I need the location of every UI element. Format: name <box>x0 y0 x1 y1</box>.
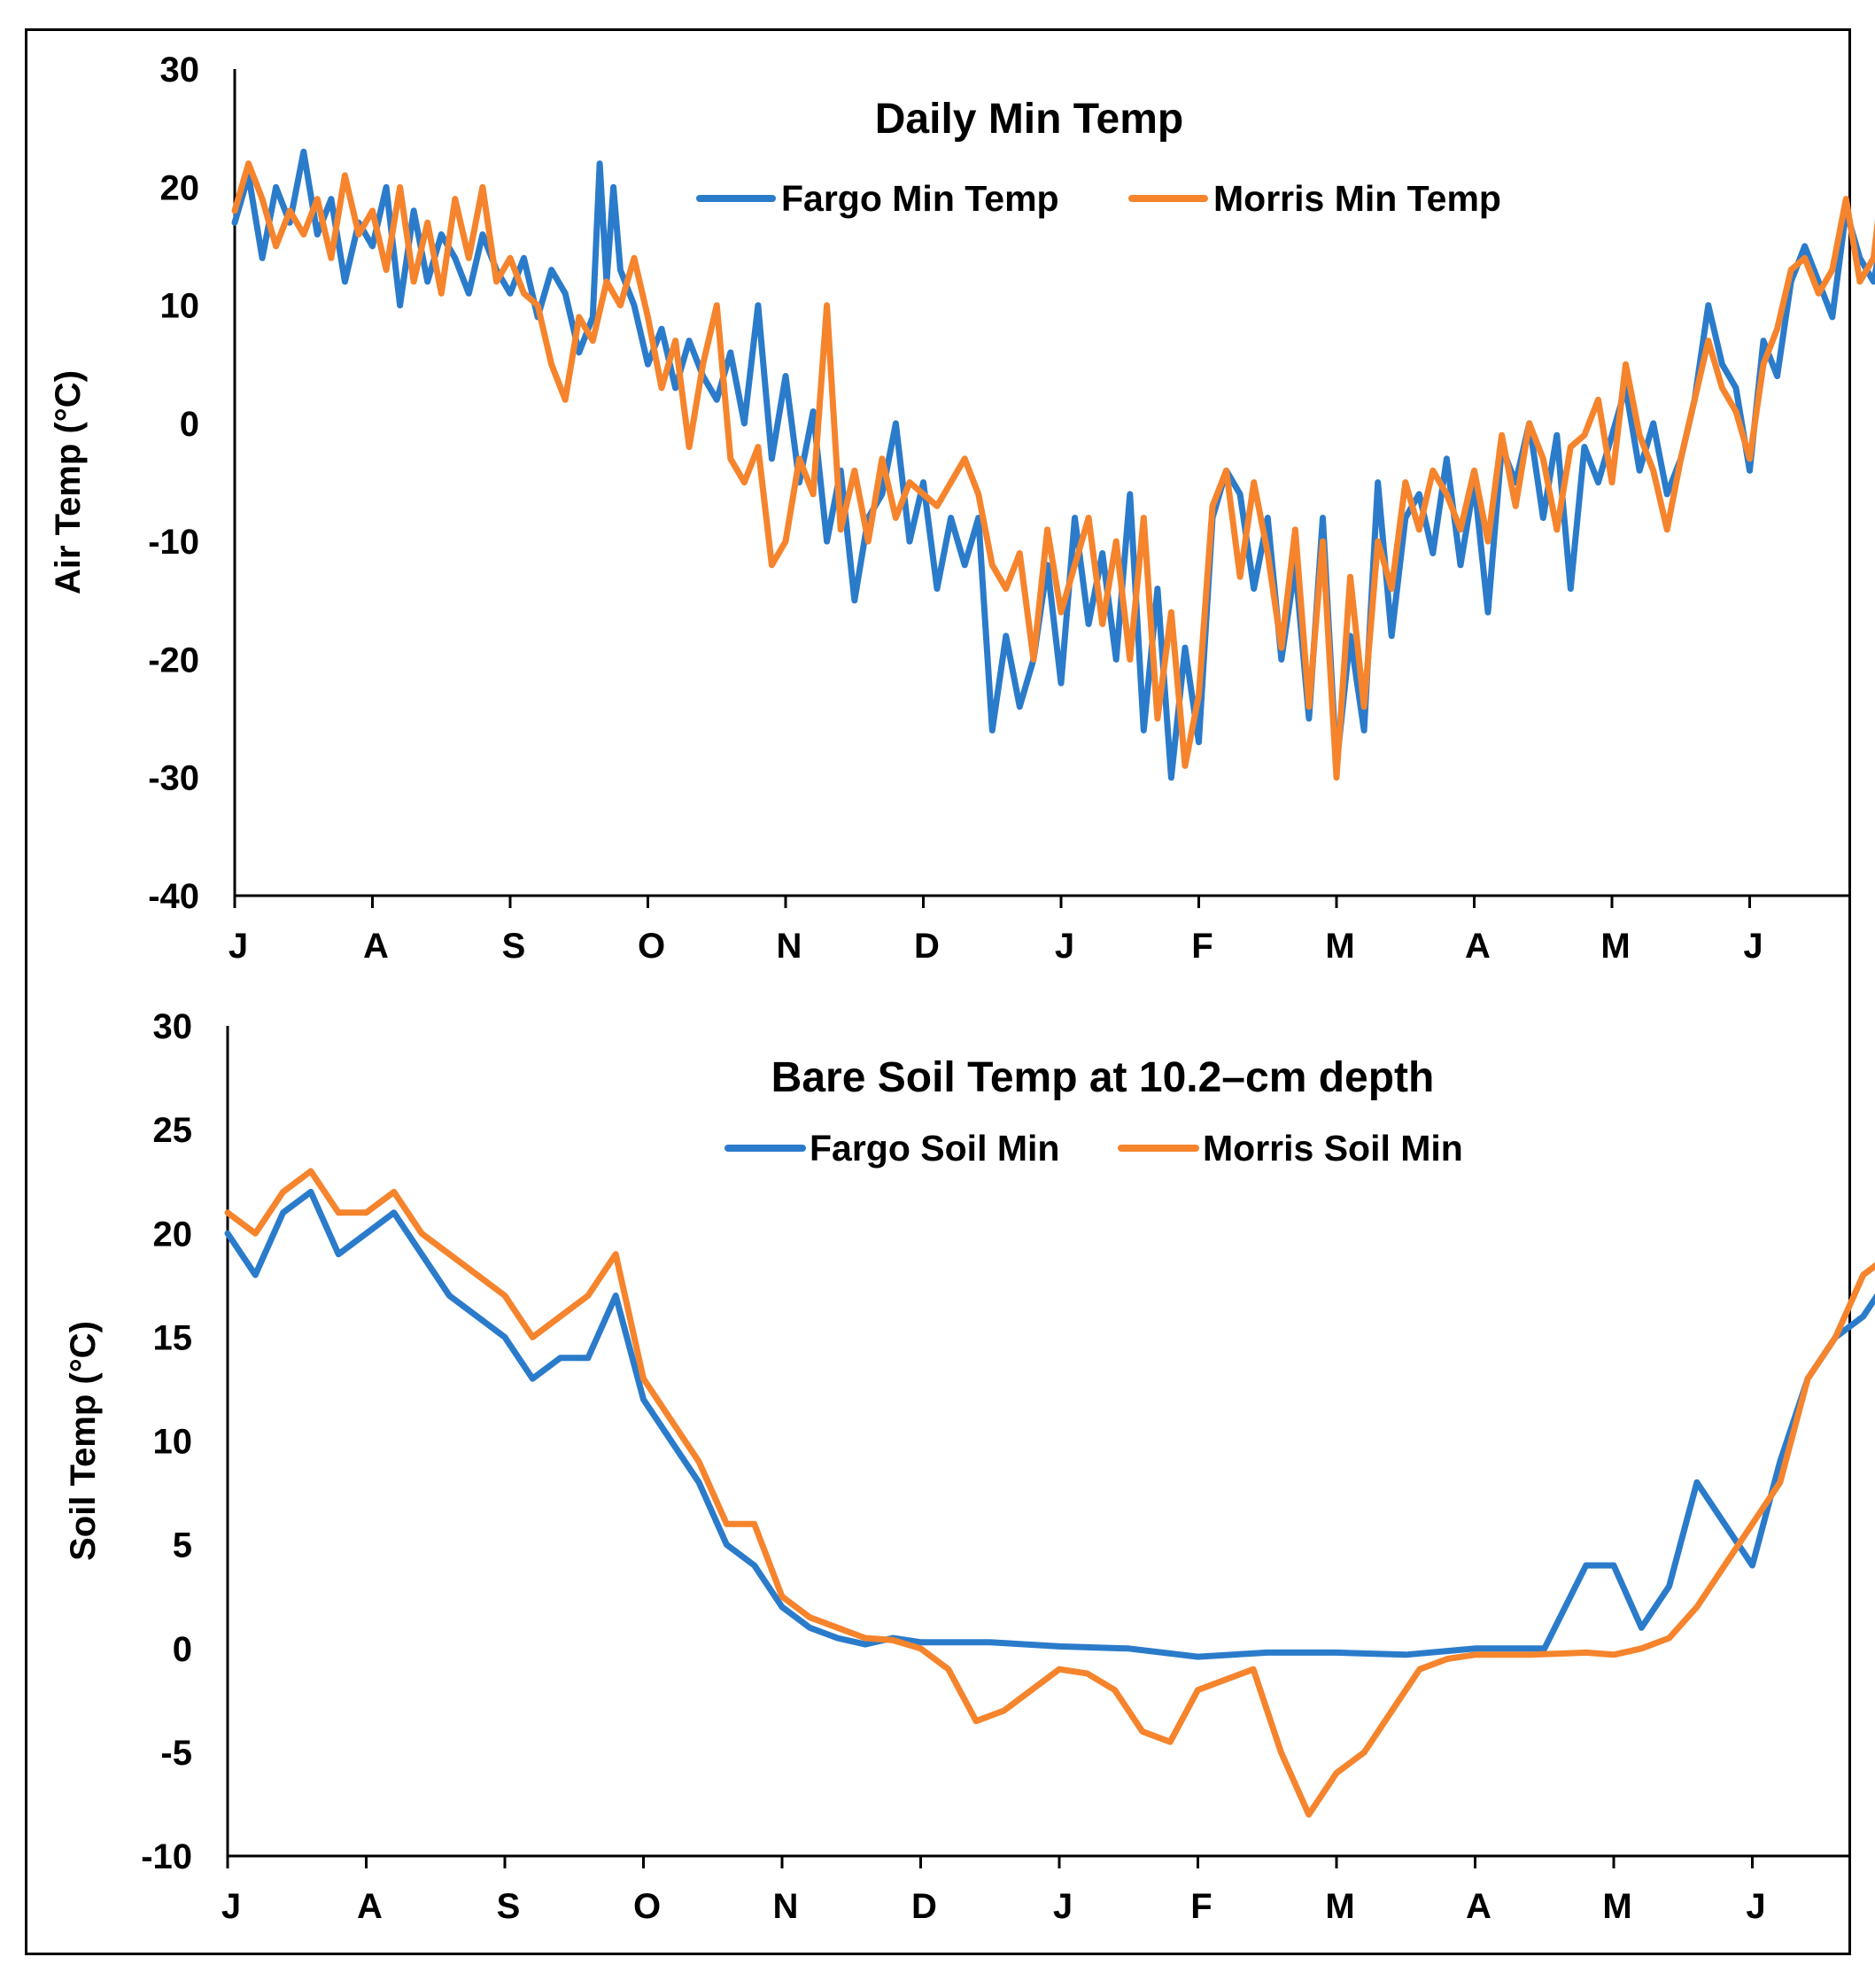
soil-month-label: A <box>1466 1887 1491 1926</box>
soil-y-tick-label: 15 <box>153 1318 193 1357</box>
soil-y-tick-label: 10 <box>153 1423 193 1462</box>
soil-month-label: J <box>1746 1887 1765 1926</box>
air-series-morris <box>231 160 1875 781</box>
soil-month-label: J <box>221 1887 241 1926</box>
soil-month-label: S <box>497 1887 521 1926</box>
air-month-label: S <box>502 927 526 966</box>
air-month-label: J <box>1055 927 1074 966</box>
soil-month-label: A <box>357 1887 383 1926</box>
air-month-label: M <box>1325 927 1354 966</box>
air-month-label: D <box>914 927 940 966</box>
soil-y-tick-label: 25 <box>153 1111 193 1150</box>
air-y-tick-label: 10 <box>160 287 200 326</box>
air-y-tick-label: 20 <box>160 168 200 207</box>
air-month-label: J <box>229 927 248 966</box>
air-month-label: A <box>1465 927 1491 966</box>
air-y-tick-label: 0 <box>180 405 199 444</box>
soil-month-label: M <box>1602 1887 1631 1926</box>
air-month-label: N <box>777 927 802 966</box>
soil-y-tick-label: 20 <box>153 1215 193 1254</box>
soil-month-label: J <box>1053 1887 1073 1926</box>
air-y-tick-label: -40 <box>148 877 199 916</box>
soil-month-label: M <box>1325 1887 1354 1926</box>
air-series-fargo <box>231 148 1875 781</box>
soil-y-axis-title: Soil Temp (°C) <box>64 1321 103 1561</box>
figure-frame <box>25 28 1851 1955</box>
air-chart-title: Daily Min Temp <box>875 96 1184 143</box>
air-month-label: J <box>1743 927 1763 966</box>
soil-month-label: D <box>911 1887 937 1926</box>
soil-y-tick-label: -5 <box>160 1734 192 1773</box>
soil-month-label: O <box>633 1887 661 1926</box>
soil-y-tick-label: 30 <box>153 1007 193 1046</box>
soil-legend-label-morris: Morris Soil Min <box>1203 1128 1463 1169</box>
air-legend-label-fargo: Fargo Min Temp <box>781 178 1059 219</box>
air-temp-panel: 30 20 10 0 -10 -20 -30 -40 J A S O N D J F M A M J Air Temp … <box>49 50 1875 966</box>
air-y-tick-label: -30 <box>148 759 199 798</box>
air-month-label: O <box>638 927 665 966</box>
air-month-label: F <box>1191 927 1213 966</box>
soil-month-label: N <box>773 1887 799 1926</box>
air-month-label: A <box>363 927 389 966</box>
soil-temp-panel: 30 25 20 15 10 5 0 -5 -10 J A S O N D J F M A M J Soil Temp (… <box>64 1007 1875 1926</box>
soil-y-tick-label: -10 <box>141 1837 192 1876</box>
air-legend-label-morris: Morris Min Temp <box>1213 178 1501 219</box>
soil-series-fargo <box>224 1188 1875 1660</box>
soil-y-tick-label: 0 <box>173 1630 192 1669</box>
air-y-axis-title: Air Temp (°C) <box>49 370 88 594</box>
air-y-tick-label: -20 <box>148 641 199 679</box>
soil-y-tick-label: 5 <box>173 1526 192 1565</box>
soil-legend-label-fargo: Fargo Soil Min <box>810 1128 1059 1169</box>
air-y-tick-label: 30 <box>160 50 200 89</box>
air-month-label: M <box>1600 927 1630 966</box>
soil-chart-title: Bare Soil Temp at 10.2–cm depth <box>771 1054 1435 1101</box>
air-y-tick-label: -10 <box>148 523 199 562</box>
soil-month-label: F <box>1190 1887 1212 1926</box>
soil-series-morris <box>224 1168 1875 1818</box>
